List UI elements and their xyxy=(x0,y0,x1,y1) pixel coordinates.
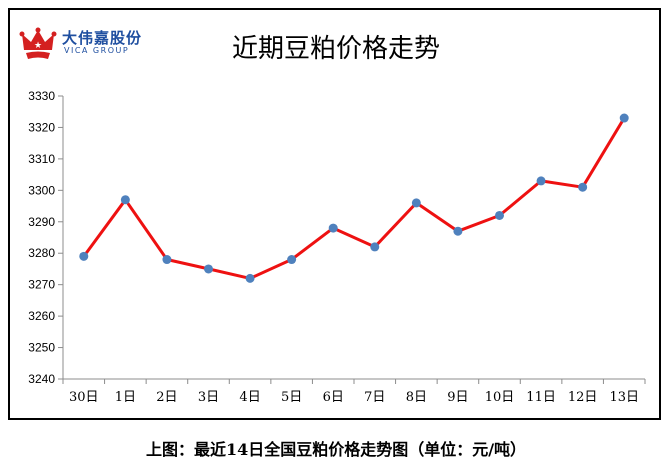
data-point xyxy=(411,198,421,208)
data-point xyxy=(287,255,297,265)
data-point xyxy=(120,195,130,205)
data-point xyxy=(370,242,380,252)
data-point xyxy=(619,113,629,123)
x-tick-label: 4日 xyxy=(239,390,260,405)
data-point xyxy=(245,273,255,283)
y-tick-label: 3330 xyxy=(28,89,55,103)
data-point xyxy=(204,264,213,274)
x-tick-label: 10日 xyxy=(485,390,515,405)
x-tick-label: 11日 xyxy=(526,390,556,405)
y-tick-label: 3270 xyxy=(28,278,55,292)
brand-logo: ★ 大伟嘉股份 VICA GROUP xyxy=(18,26,148,66)
crown-icon: ★ xyxy=(19,27,57,59)
x-tick-label: 8日 xyxy=(406,390,427,405)
y-tick-label: 3320 xyxy=(28,120,55,134)
data-point xyxy=(495,210,504,220)
brand-name-en: VICA GROUP xyxy=(64,46,130,55)
svg-text:★: ★ xyxy=(34,41,42,51)
data-point xyxy=(536,176,546,186)
data-point xyxy=(453,226,463,236)
x-tick-label: 5日 xyxy=(281,390,302,405)
x-tick-label: 9日 xyxy=(447,390,468,405)
data-point xyxy=(162,255,172,265)
y-tick-label: 3310 xyxy=(28,152,55,166)
x-tick-label: 30日 xyxy=(69,390,99,405)
data-point xyxy=(79,251,89,261)
x-tick-label: 13日 xyxy=(609,390,639,405)
chart-caption: 上图：最近14日全国豆粕价格走势图（单位：元/吨） xyxy=(145,440,527,459)
x-tick-label: 12日 xyxy=(568,390,598,405)
x-tick-label: 3日 xyxy=(198,390,219,405)
chart-title: 近期豆粕价格走势 xyxy=(231,34,440,64)
x-tick-label: 7日 xyxy=(364,390,385,405)
series-line xyxy=(82,117,626,280)
data-point xyxy=(328,223,338,233)
y-tick-label: 3300 xyxy=(28,183,55,197)
data-point xyxy=(578,182,588,192)
y-tick-label: 3290 xyxy=(28,215,55,229)
y-tick-label: 3260 xyxy=(28,309,55,323)
x-tick-label: 1日 xyxy=(115,390,136,405)
brand-name-cn: 大伟嘉股份 xyxy=(62,29,143,47)
x-tick-label: 6日 xyxy=(323,390,344,405)
chart-frame xyxy=(8,8,661,420)
y-tick-label: 3250 xyxy=(28,341,55,355)
x-tick-label: 2日 xyxy=(156,390,177,405)
y-tick-label: 3240 xyxy=(28,372,55,386)
y-tick-label: 3280 xyxy=(28,246,55,260)
